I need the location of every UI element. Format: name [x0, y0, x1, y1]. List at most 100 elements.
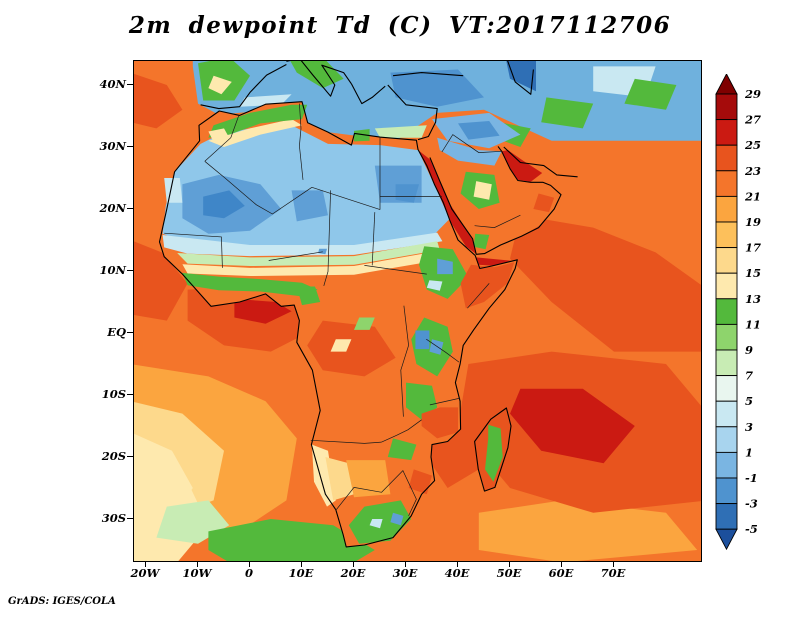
- field-patch: [533, 193, 555, 213]
- iran-coast-coastline: [503, 146, 578, 178]
- colorbar-segment: [715, 375, 738, 402]
- lon-tick-mark: [301, 561, 303, 567]
- colorbar-scale: 29 27 25 23 21 19 17 15 13 11 9 7 5 3 1 -1 -3 -5: [715, 73, 761, 551]
- colorbar-segment: [715, 144, 738, 172]
- lon-tick-mark: [613, 561, 615, 567]
- field-patch: [208, 104, 308, 138]
- credit-text: GrADS: IGES/COLA: [8, 596, 116, 607]
- country-border: [335, 469, 417, 517]
- colorbar-segment: [715, 170, 738, 197]
- field-patch: [429, 339, 444, 355]
- colorbar-segment: [715, 477, 738, 505]
- field-patch: [296, 286, 321, 306]
- colorbar-segment: [715, 247, 738, 274]
- field-patch: [387, 438, 417, 461]
- field-patch: [182, 272, 318, 297]
- field-patch: [426, 280, 443, 291]
- lon-tick-label: 0: [244, 566, 253, 580]
- caspian-coastline: [507, 61, 534, 95]
- field-patch: [354, 129, 370, 142]
- field-patch: [390, 512, 404, 526]
- field-patch: [390, 69, 484, 107]
- field-patch: [510, 215, 701, 352]
- field-patch: [307, 320, 396, 377]
- colorbar-label: 7: [745, 369, 753, 383]
- lon-tick-label: 70E: [600, 566, 626, 580]
- colorbar-label: 21: [744, 189, 761, 203]
- field-patch: [203, 190, 245, 219]
- lat-tick-mark: [127, 270, 133, 272]
- africa-coastline: [158, 101, 518, 548]
- field-patch: [208, 519, 375, 561]
- iberia-coastline: [200, 64, 287, 110]
- colorbar-label: 29: [744, 87, 761, 101]
- colorbar-label: 19: [745, 215, 761, 229]
- lat-tick-mark: [127, 208, 133, 210]
- colorbar-label: 3: [745, 420, 753, 434]
- lat-tick-label: 20S: [101, 449, 126, 463]
- lon-tick-mark: [197, 561, 199, 567]
- country-border: [323, 190, 331, 286]
- africa-dewpoint-map: [134, 61, 701, 561]
- lat-tick-label: 40N: [99, 77, 126, 91]
- field-patch: [408, 469, 432, 495]
- colorbar-label: 27: [744, 113, 761, 127]
- colorbar-label: -1: [745, 471, 758, 485]
- field-patch: [291, 190, 328, 222]
- field-patch: [354, 317, 375, 330]
- field-patch: [421, 407, 458, 439]
- lon-tick-mark: [457, 561, 459, 567]
- colorbar-label: 13: [745, 292, 761, 306]
- field-patch: [458, 121, 500, 140]
- colorbar-label: -5: [745, 522, 758, 536]
- country-border: [381, 419, 422, 443]
- field-patch: [415, 330, 430, 350]
- madagascar-coastline: [474, 407, 512, 492]
- country-border: [474, 214, 521, 228]
- colorbar: 29 27 25 23 21 19 17 15 13 11 9 7 5 3 1 -1 -3 -5: [708, 73, 796, 556]
- lon-tick-label: 10W: [182, 566, 212, 580]
- colorbar-label: 17: [745, 241, 761, 255]
- field-patch: [369, 519, 383, 529]
- field-patch: [325, 457, 354, 501]
- lat-tick-label: 20N: [99, 201, 126, 215]
- lon-tick-mark: [561, 561, 563, 567]
- colorbar-segment: [715, 400, 738, 428]
- colorbar-label: 1: [745, 445, 753, 459]
- colorbar-segment: [715, 323, 738, 351]
- colorbar-segment: [715, 221, 738, 249]
- field-patch: [311, 444, 336, 507]
- country-border: [164, 232, 223, 268]
- lat-tick-mark: [127, 456, 133, 458]
- colorbar-label: -3: [745, 497, 758, 511]
- field-patch: [506, 61, 536, 92]
- field-patch: [501, 150, 543, 182]
- black-sea-coastline: [392, 72, 464, 77]
- colorbar-segment: [715, 298, 738, 325]
- country-border: [429, 397, 461, 406]
- field-patch: [346, 460, 391, 498]
- lat-tick-mark: [127, 146, 133, 148]
- field-patch: [182, 253, 430, 276]
- field-patch: [419, 150, 476, 254]
- colorbar-segment: [715, 426, 738, 453]
- lat-tick-label: 10S: [101, 387, 126, 401]
- lon-tick-mark: [405, 561, 407, 567]
- colorbar-segment: [715, 451, 738, 479]
- greece-coastline: [350, 83, 386, 105]
- field-patch: [510, 388, 635, 464]
- field-patch: [395, 184, 419, 203]
- lon-tick-mark: [353, 561, 355, 567]
- field-patch: [164, 178, 183, 203]
- country-border: [204, 161, 313, 215]
- field-patch: [208, 75, 232, 95]
- lat-tick-mark: [127, 84, 133, 86]
- field-patch: [473, 181, 492, 200]
- lon-tick-label: 60E: [548, 566, 574, 580]
- field-patch: [485, 424, 503, 482]
- colorbar-segment: [715, 503, 738, 530]
- italy-coastline: [286, 61, 352, 97]
- colorbar-segment: [715, 272, 738, 300]
- lat-tick-mark: [127, 518, 133, 520]
- colorbar-label: 5: [745, 394, 753, 408]
